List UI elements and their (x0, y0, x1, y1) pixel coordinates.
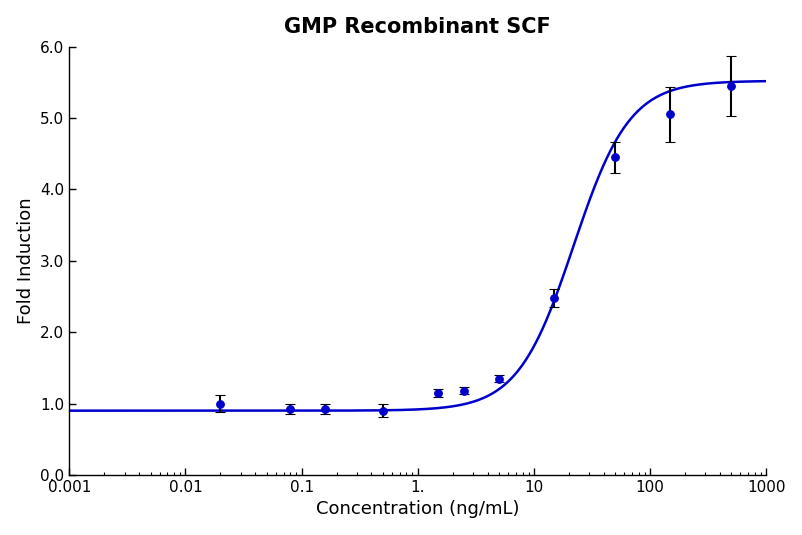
Title: GMP Recombinant SCF: GMP Recombinant SCF (285, 17, 551, 37)
Y-axis label: Fold Induction: Fold Induction (17, 197, 34, 324)
X-axis label: Concentration (ng/mL): Concentration (ng/mL) (316, 500, 520, 518)
